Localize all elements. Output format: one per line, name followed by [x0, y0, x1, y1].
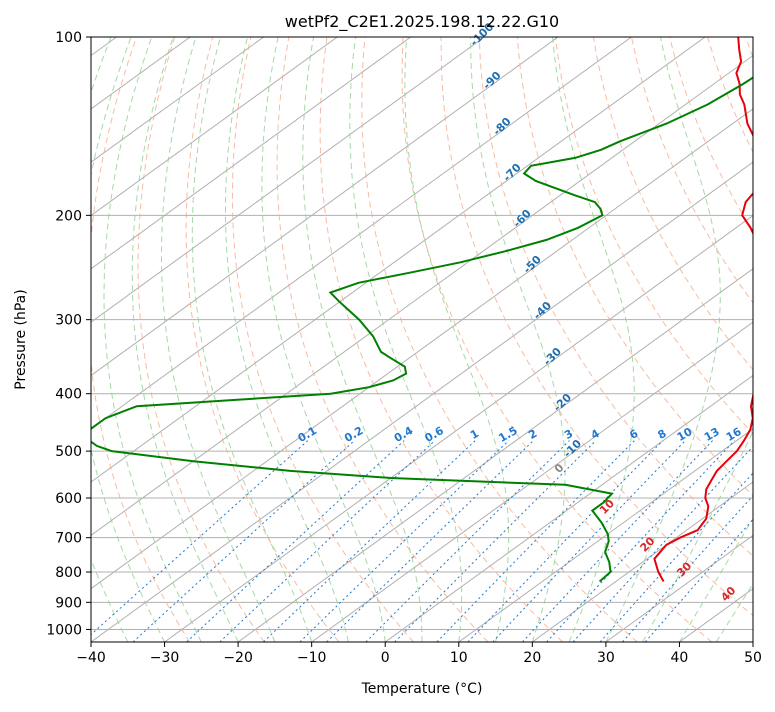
mixing-ratio-label: 0.1 [296, 424, 319, 445]
moist-adiabat-line [132, 37, 238, 642]
moist-adiabat-line [471, 37, 565, 642]
temperature-line [654, 37, 763, 582]
y-tick-label: 300 [55, 313, 82, 329]
moist-adiabat-line [262, 37, 385, 642]
y-tick-label: 1000 [46, 622, 82, 638]
y-tick-label: 600 [55, 491, 82, 507]
mixing-ratio-label: 0.2 [342, 424, 365, 445]
mixing-ratio-label: 1 [468, 427, 481, 442]
isotherm-label: -40 [531, 299, 554, 322]
x-tick-label: −10 [297, 650, 327, 666]
x-tick-label: 50 [744, 650, 762, 666]
mixing-ratio-label: 16 [724, 425, 744, 444]
mixing-ratio-line [83, 441, 308, 642]
moist-adiabat-line [192, 37, 311, 642]
isotherm-line [312, 37, 775, 642]
dry-adiabat-line [670, 37, 775, 642]
x-tick-label: 40 [671, 650, 689, 666]
isotherm-line [0, 37, 775, 642]
y-tick-label: 100 [55, 30, 82, 46]
isotherm-label: -80 [490, 115, 513, 138]
x-tick-label: −30 [150, 650, 180, 666]
moist-adiabat-line [22, 37, 92, 642]
dry-adiabat-line [555, 37, 775, 642]
mixing-ratio-line [523, 441, 713, 642]
isotherm-label: -60 [511, 207, 534, 230]
isotherm-label: -90 [480, 69, 503, 92]
mixing-ratio-label: 1.5 [496, 424, 519, 445]
isotherm-label: -30 [541, 345, 564, 368]
isotherm-line [0, 37, 632, 642]
mixing-ratio-line [133, 441, 354, 642]
moist-adiabat-line [350, 37, 462, 642]
x-tick-label: 30 [597, 650, 615, 666]
moist-adiabat-line [643, 37, 775, 642]
moist-adiabat-line [104, 37, 201, 642]
mixing-ratio-label: 8 [656, 427, 669, 442]
isotherm-line [165, 37, 775, 642]
isotherm-line [0, 37, 705, 642]
dewpoint-line [82, 37, 775, 582]
y-tick-label: 400 [55, 387, 82, 403]
isotherm-line [753, 37, 775, 642]
x-axis-label: Temperature (°C) [361, 681, 483, 697]
mixing-ratio-label: 6 [627, 427, 640, 442]
x-tick-label: 10 [450, 650, 468, 666]
mixing-ratio-label: 2 [526, 427, 539, 442]
mixing-ratio-line [573, 441, 759, 642]
dry-adiabat-line [186, 37, 339, 642]
y-tick-label: 500 [55, 444, 82, 460]
isotherm-label: -10 [561, 437, 584, 460]
y-tick-label: 800 [55, 565, 82, 581]
isotherm-line [0, 37, 411, 642]
y-tick-label: 900 [55, 595, 82, 611]
x-tick-label: −20 [223, 650, 253, 666]
mixing-ratio-line [600, 441, 775, 642]
isotherm-label: -20 [551, 391, 574, 414]
dry-adiabat-line [277, 37, 488, 642]
x-tick-label: 0 [381, 650, 390, 666]
mixing-ratio-label: 0.6 [423, 424, 447, 445]
isotherm-line [0, 37, 484, 642]
mixing-ratio-line [366, 441, 570, 642]
dry-adiabat-line [232, 37, 413, 642]
mixing-ratio-label: 10 [675, 425, 695, 444]
y-axis-label: Pressure (hPa) [13, 289, 29, 389]
moist-adiabat-line [162, 37, 275, 642]
y-tick-label: 700 [55, 531, 82, 547]
chart-title: wetPf2_C2E1.2025.198.12.22.G10 [285, 12, 559, 32]
isotherm-line [0, 37, 558, 642]
isotherm-line [0, 37, 264, 642]
x-tick-label: 20 [523, 650, 541, 666]
mixing-ratio-label: 13 [702, 425, 722, 444]
isotherm-label: -50 [521, 253, 544, 276]
dry-adiabat-line [320, 37, 562, 642]
isotherm-line [0, 37, 337, 642]
y-tick-label: 200 [55, 208, 82, 224]
moist-adiabat-line [553, 37, 635, 642]
moist-adiabat-line [49, 37, 128, 642]
isotherm-label: -70 [501, 161, 524, 184]
mixing-ratio-line [300, 441, 509, 642]
mixing-ratio-line [493, 441, 686, 642]
mixing-ratio-label: 0.4 [392, 424, 416, 445]
x-tick-label: −40 [76, 650, 106, 666]
